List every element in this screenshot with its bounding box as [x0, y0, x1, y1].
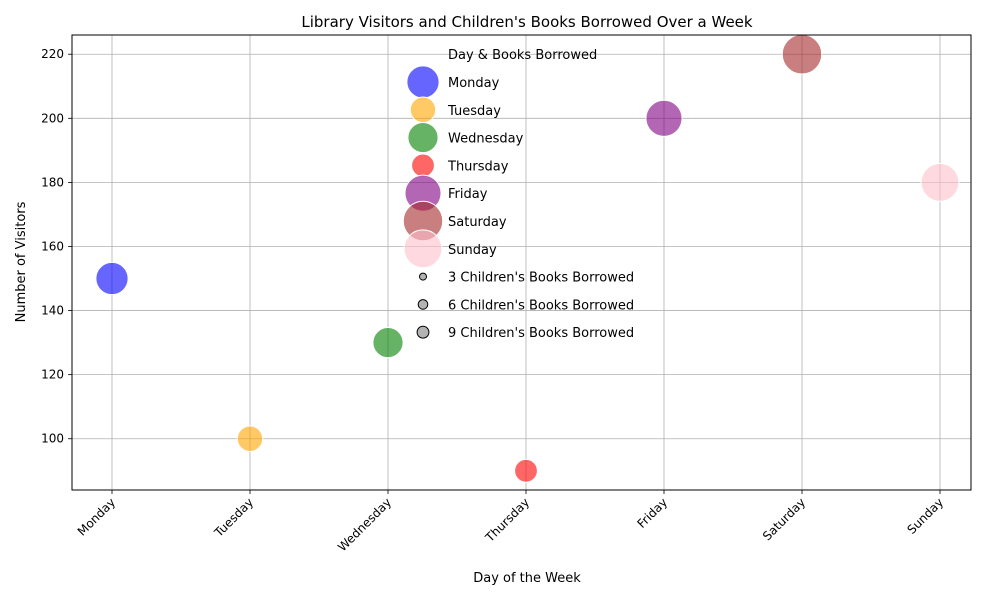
legend-marker-monday	[406, 65, 440, 99]
legend: Day & Books Borrowed Monday Tuesday Wednes…	[402, 48, 634, 341]
legend-marker-thursday	[411, 153, 435, 178]
x-tick-label: Saturday	[760, 495, 808, 543]
legend-label-tuesday: Tuesday	[447, 104, 501, 119]
y-tick-label: 140	[41, 304, 64, 318]
y-tick-label: 200	[41, 111, 64, 125]
legend-marker-tuesday	[409, 96, 437, 124]
x-tick-label: Friday	[635, 495, 671, 531]
legend-marker-sunday	[403, 229, 443, 269]
legend-size-marker	[417, 299, 429, 310]
legend-size-marker	[416, 325, 430, 339]
y-tick-label: 220	[41, 47, 64, 61]
bubble-monday	[95, 261, 129, 296]
legend-title: Day & Books Borrowed	[448, 48, 597, 63]
x-axis-ticks: Monday Tuesday Wednesday Thursday Friday Satu…	[75, 490, 946, 554]
legend-label-wednesday: Wednesday	[448, 132, 524, 147]
legend-marker-wednesday	[407, 122, 439, 154]
x-tick-label: Thursday	[482, 495, 532, 545]
legend-size-label: 3 Children's Books Borrowed	[448, 271, 634, 286]
legend-label-saturday: Saturday	[448, 215, 507, 230]
legend-label-thursday: Thursday	[447, 159, 509, 174]
y-tick-label: 180	[41, 175, 64, 189]
y-tick-label: 160	[41, 239, 64, 253]
bubble-saturday	[781, 33, 823, 75]
y-axis-label: Number of Visitors	[14, 201, 29, 322]
chart-title: Library Visitors and Children's Books Bo…	[301, 13, 753, 31]
legend-label-sunday: Sunday	[448, 243, 497, 258]
bubble-sunday	[920, 162, 960, 202]
bubble-tuesday	[236, 425, 264, 452]
x-tick-label: Sunday	[904, 495, 946, 537]
legend-label-monday: Monday	[448, 76, 500, 91]
legend-size-marker	[419, 272, 427, 281]
x-axis-label: Day of the Week	[473, 571, 581, 586]
y-tick-label: 120	[41, 368, 64, 382]
y-tick-label: 100	[41, 432, 64, 446]
bubble-series	[95, 33, 960, 483]
x-tick-label: Tuesday	[211, 495, 256, 540]
legend-size-label: 9 Children's Books Borrowed	[448, 326, 634, 341]
plot-frame	[71, 34, 972, 491]
y-axis-ticks: 100 120 140 160 180 200 220	[41, 47, 72, 446]
grid-lines	[72, 35, 971, 490]
bubble-friday	[645, 99, 683, 137]
bubble-thursday	[514, 458, 538, 483]
x-tick-label: Monday	[75, 495, 118, 538]
legend-label-friday: Friday	[448, 187, 488, 202]
x-tick-label: Wednesday	[335, 495, 394, 554]
legend-size-label: 6 Children's Books Borrowed	[448, 298, 634, 313]
bubble-wednesday	[372, 327, 404, 359]
